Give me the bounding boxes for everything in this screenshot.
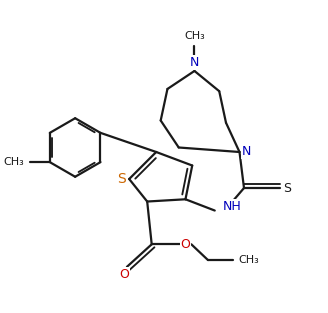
Text: N: N (242, 146, 251, 158)
Text: CH₃: CH₃ (3, 157, 24, 167)
Text: CH₃: CH₃ (238, 255, 259, 265)
Text: N: N (190, 56, 199, 69)
Text: CH₃: CH₃ (184, 31, 205, 41)
Text: O: O (180, 238, 191, 251)
Text: S: S (117, 172, 125, 186)
Text: O: O (119, 269, 129, 281)
Text: NH: NH (223, 200, 242, 213)
Text: S: S (283, 182, 291, 194)
